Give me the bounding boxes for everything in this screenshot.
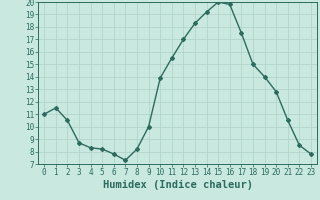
X-axis label: Humidex (Indice chaleur): Humidex (Indice chaleur) xyxy=(103,180,252,190)
